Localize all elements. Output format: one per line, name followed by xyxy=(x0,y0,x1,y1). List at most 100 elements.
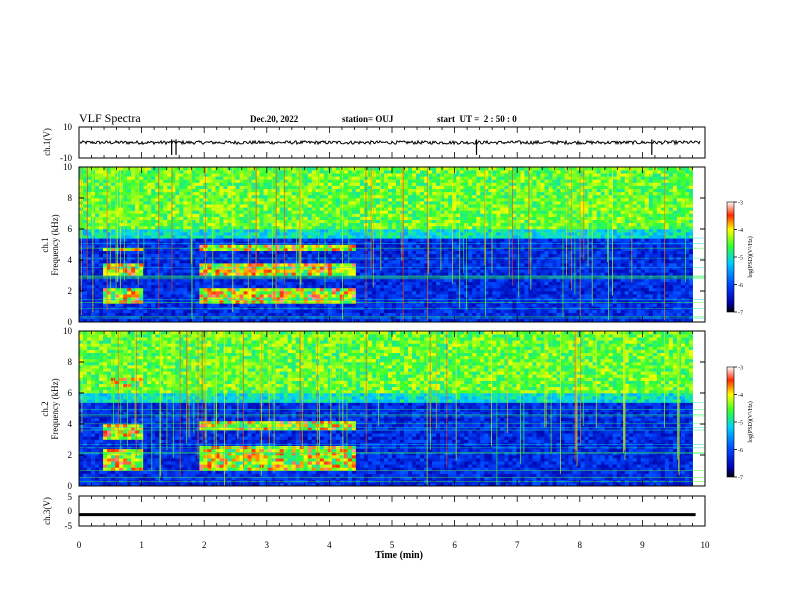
spectrogram-cell xyxy=(392,219,397,224)
spectrogram-cell xyxy=(187,167,192,171)
spectrogram-cell xyxy=(303,269,309,273)
spectrogram-cell xyxy=(448,204,453,208)
spectrogram-cell xyxy=(404,253,409,258)
spectrogram-cell xyxy=(183,179,188,183)
spectrogram-cell xyxy=(235,229,240,233)
spectrogram-cell xyxy=(420,275,425,279)
spectrogram-cell xyxy=(139,179,144,183)
spectrogram-cell xyxy=(464,309,469,313)
spectrogram-cell xyxy=(187,182,192,186)
spectrogram-cell xyxy=(371,309,377,313)
spectrogram-cell xyxy=(331,222,337,227)
spectrogram-cell xyxy=(436,266,441,270)
spectrogram-cell xyxy=(428,167,433,171)
spectrogram-cell xyxy=(163,281,168,286)
spectrogram-cell xyxy=(159,291,164,295)
spectrogram-cell xyxy=(387,260,393,264)
spectrogram-cell xyxy=(215,213,220,217)
spectrogram-cell xyxy=(383,281,389,286)
spectrogram-cell xyxy=(387,256,393,261)
spectrogram-cell xyxy=(103,266,108,270)
spectrogram-cell xyxy=(99,266,104,270)
spectrogram-cell xyxy=(195,260,200,264)
spectrogram-cell xyxy=(163,294,168,298)
spectrogram-cell xyxy=(219,269,224,273)
spectrogram-cell xyxy=(147,256,152,261)
spectrogram-cell xyxy=(251,297,256,301)
spectrogram-cell xyxy=(428,185,433,189)
spectrogram-cell xyxy=(420,182,425,186)
spectrogram-cell xyxy=(135,309,140,313)
spectrogram-cell xyxy=(179,287,184,292)
spectrogram-cell xyxy=(91,312,96,317)
spectrogram-cell xyxy=(231,315,236,320)
spectrogram-cell xyxy=(335,300,341,304)
spectrogram-cell xyxy=(259,176,264,180)
spectrogram-cell xyxy=(452,235,457,239)
spectrogram-cell xyxy=(83,263,88,267)
spectrogram-cell xyxy=(420,278,425,282)
spectrogram-cell xyxy=(111,256,116,261)
spectrogram-cell xyxy=(367,179,373,183)
spectrogram-cell xyxy=(199,253,204,258)
spectrogram-cell xyxy=(219,281,224,286)
spectrogram-cell xyxy=(267,247,272,251)
spectrogram-cell xyxy=(143,229,148,233)
spectrogram-cell xyxy=(123,241,128,245)
spectrogram-cell xyxy=(468,232,473,236)
spectrogram-cell xyxy=(295,173,300,177)
spectrogram-cell xyxy=(327,300,333,304)
spectrogram-cell xyxy=(367,266,373,270)
spectrogram-cell xyxy=(359,315,365,320)
spectrogram-cell xyxy=(259,170,264,174)
spectrogram-cell xyxy=(219,256,224,261)
spectrogram-cell xyxy=(432,284,437,289)
spectrogram-cell xyxy=(392,278,397,282)
spectrogram-cell xyxy=(139,260,144,264)
spectrogram-cell xyxy=(408,213,413,217)
spectrogram-cell xyxy=(432,210,437,214)
spectrogram-cell xyxy=(171,225,176,230)
spectrogram-cell xyxy=(195,207,200,211)
spectrogram-cell xyxy=(303,170,309,174)
spectrogram-cell xyxy=(167,300,172,304)
spectrogram-cell xyxy=(448,167,453,171)
spectrogram-cell xyxy=(187,278,192,282)
spectrogram-cell xyxy=(436,269,441,273)
spectrogram-cell xyxy=(327,318,333,323)
spectrogram-cell xyxy=(131,241,136,245)
spectrogram-cell xyxy=(167,222,172,227)
spectrogram-cell xyxy=(235,198,240,202)
spectrogram-cell xyxy=(99,284,104,289)
spectrogram-cell xyxy=(227,229,232,233)
spectrogram-cell xyxy=(79,222,84,227)
spectrogram-cell xyxy=(279,300,284,304)
spectrogram-cell xyxy=(448,303,453,307)
spectrogram-cell xyxy=(347,191,353,196)
spectrogram-cell xyxy=(432,198,437,202)
spectrogram-cell xyxy=(303,260,309,264)
spectrogram-cell xyxy=(387,312,393,317)
spectrogram-cell xyxy=(387,238,393,242)
spectrogram-cell xyxy=(199,287,204,292)
spectrogram-cell xyxy=(259,235,264,239)
spectrogram-cell xyxy=(235,167,240,171)
spectrogram-cell xyxy=(99,179,104,183)
spectrogram-cell xyxy=(319,204,325,208)
spectrogram-cell xyxy=(472,309,477,313)
spectrogram-cell xyxy=(239,303,244,307)
spectrogram-cell xyxy=(135,312,140,317)
spectrogram-cell xyxy=(440,300,445,304)
spectrogram-cell xyxy=(235,281,240,286)
spectrogram-cell xyxy=(291,309,296,313)
spectrogram-cell xyxy=(351,191,357,196)
spectrogram-cell xyxy=(187,173,192,177)
spectrogram-cell xyxy=(187,194,192,199)
spectrogram-cell xyxy=(139,207,144,211)
spectrogram-cell xyxy=(408,300,413,304)
spectrogram-cell xyxy=(335,198,341,202)
spectrogram-cell xyxy=(307,191,313,196)
spectrogram-cell xyxy=(183,266,188,270)
spectrogram-cell xyxy=(151,213,156,217)
spectrogram-cell xyxy=(263,284,268,289)
